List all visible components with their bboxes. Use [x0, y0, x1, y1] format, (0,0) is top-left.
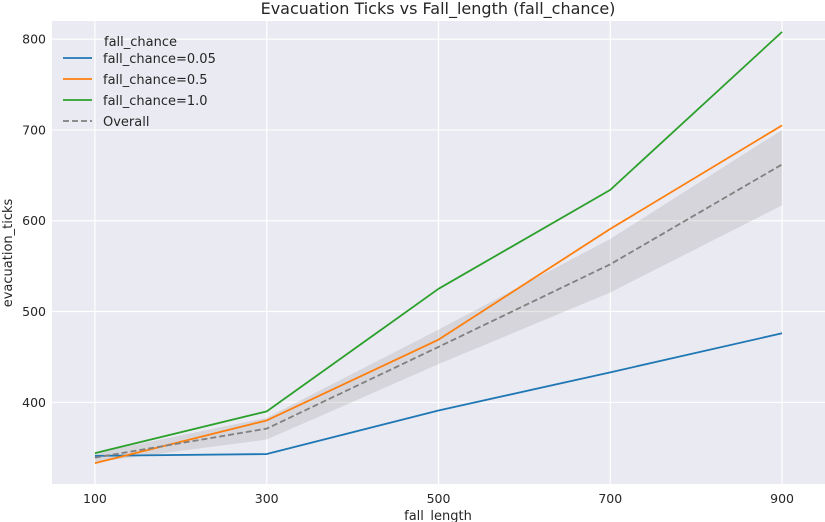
legend-entry-label: fall_chance=1.0	[103, 94, 208, 109]
x-tick-label: 900	[770, 491, 794, 506]
y-tick-label: 400	[22, 395, 46, 410]
chart-title: Evacuation Ticks vs Fall_length (fall_ch…	[261, 0, 616, 19]
legend-entry-label: Overall	[103, 115, 149, 130]
series-line	[94, 163, 783, 459]
x-tick-labels: 100 300 500 700 900	[83, 491, 794, 506]
series-line	[94, 332, 783, 457]
x-tick-label: 700	[598, 491, 622, 506]
grid-lines	[52, 21, 825, 484]
y-tick-label: 600	[22, 213, 46, 228]
y-tick-label: 500	[22, 304, 46, 319]
legend: fall_chance fall_chance=0.05 fall_chance=…	[63, 35, 216, 130]
y-tick-labels: 400 500 600 700 800	[22, 32, 46, 410]
legend-title: fall_chance	[104, 35, 177, 50]
series-line	[94, 124, 783, 464]
series-lines	[94, 31, 783, 464]
y-tick-label: 700	[22, 122, 46, 137]
legend-entry-label: fall_chance=0.5	[103, 73, 208, 88]
series-line	[94, 31, 783, 455]
x-axis-label: fall_length	[404, 509, 472, 522]
y-tick-label: 800	[22, 32, 46, 47]
x-tick-label: 100	[83, 491, 107, 506]
legend-entry-label: fall_chance=0.05	[103, 52, 216, 67]
x-tick-label: 300	[255, 491, 279, 506]
x-tick-label: 500	[427, 491, 451, 506]
y-axis-label: evacuation_ticks	[1, 198, 16, 307]
